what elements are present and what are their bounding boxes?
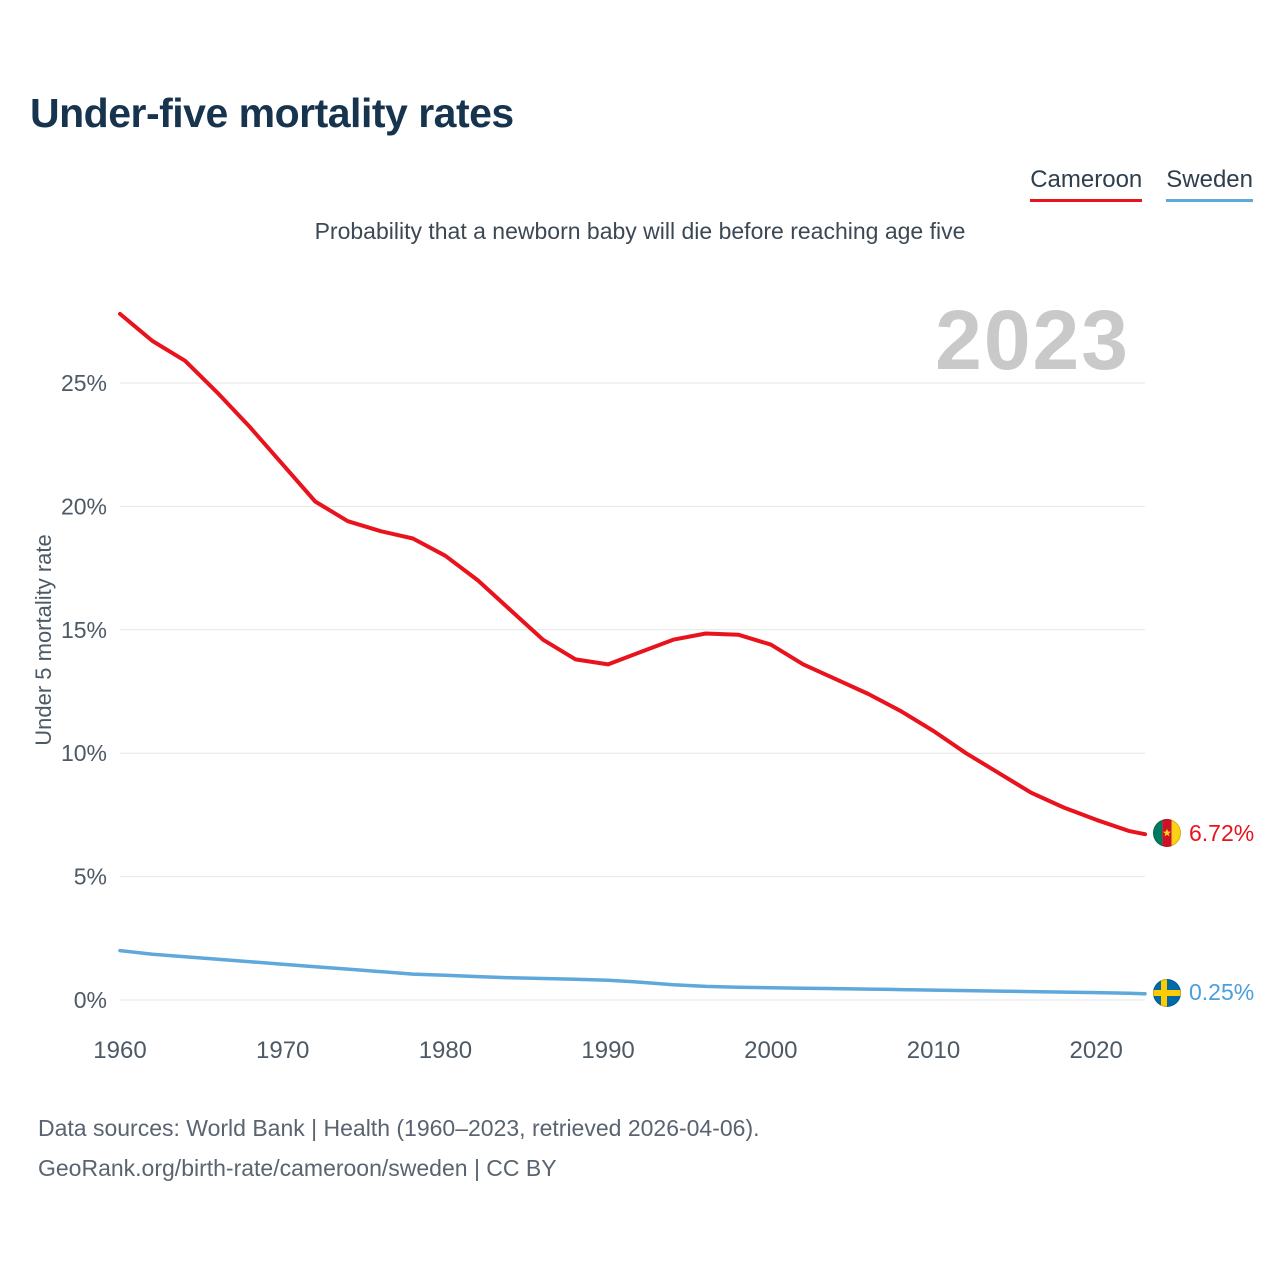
- license-line: GeoRank.org/birth-rate/cameroon/sweden |…: [38, 1155, 557, 1182]
- svg-text:0%: 0%: [74, 987, 107, 1013]
- legend-item-sweden[interactable]: Sweden: [1166, 166, 1253, 202]
- end-value-sweden: 0.25%: [1189, 979, 1255, 1006]
- svg-text:2020: 2020: [1069, 1037, 1122, 1064]
- svg-text:1980: 1980: [419, 1037, 472, 1064]
- cameroon-flag-icon: [1153, 819, 1181, 848]
- svg-text:1960: 1960: [93, 1037, 146, 1064]
- svg-text:20%: 20%: [61, 493, 107, 519]
- source-line: Data sources: World Bank | Health (1960–…: [38, 1115, 760, 1141]
- legend: Cameroon Sweden: [1030, 166, 1253, 202]
- sweden-flag-icon: [1153, 978, 1181, 1007]
- end-label-sweden: 0.25%: [1153, 978, 1255, 1007]
- svg-text:25%: 25%: [61, 370, 107, 396]
- page-title: Under-five mortality rates: [30, 90, 514, 136]
- end-label-cameroon: 6.72%: [1153, 819, 1255, 848]
- data-source-note: Data sources: World Bank | Health (1960–…: [38, 1108, 760, 1188]
- end-value-cameroon: 6.72%: [1189, 819, 1255, 846]
- svg-text:2010: 2010: [907, 1037, 960, 1064]
- svg-text:1990: 1990: [581, 1037, 634, 1064]
- legend-item-cameroon[interactable]: Cameroon: [1030, 166, 1143, 202]
- svg-text:15%: 15%: [61, 617, 107, 643]
- svg-text:1970: 1970: [256, 1037, 309, 1064]
- line-chart: 0% 5% 10% 15% 20% 25% 1960 1970 1980 1990 2000 2010…: [61, 311, 1147, 1064]
- svg-text:5%: 5%: [74, 864, 107, 890]
- svg-text:10%: 10%: [61, 740, 107, 766]
- svg-text:2000: 2000: [744, 1037, 797, 1064]
- year-watermark: 2023: [935, 293, 1130, 387]
- chart-subtitle: Probability that a newborn baby will die…: [314, 218, 966, 244]
